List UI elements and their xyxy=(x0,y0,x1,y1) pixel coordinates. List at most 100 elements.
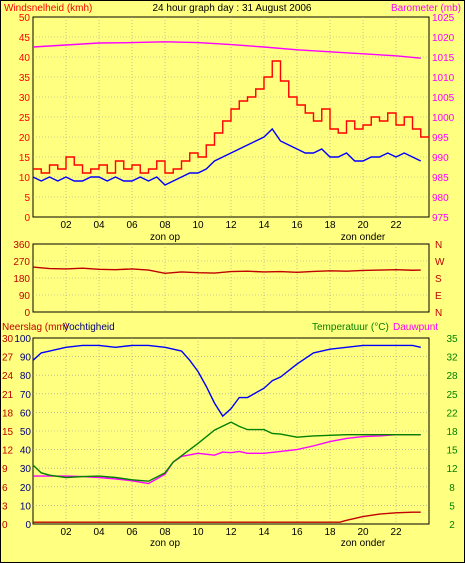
x-tick-label: 10 xyxy=(192,527,204,538)
baro-tick-label: 1000 xyxy=(432,113,455,124)
rain-tick-label: 21 xyxy=(2,390,14,401)
compass-tick-label: S xyxy=(435,274,442,285)
humidity-line xyxy=(32,344,421,418)
temp-tick-label: 35 xyxy=(446,334,458,345)
baro-tick-label: 1015 xyxy=(432,53,455,64)
x-tick-label: 12 xyxy=(225,220,237,231)
humidity-tick-label: 50 xyxy=(20,427,32,438)
humidity-tick-label: 0 xyxy=(25,520,31,531)
rain-tick-label: 12 xyxy=(2,446,14,457)
temp-tick-label: 25 xyxy=(446,390,458,401)
rain-tick-label: 18 xyxy=(2,408,14,419)
temperature-line xyxy=(32,421,421,482)
temp-tick-label: 18 xyxy=(446,427,458,438)
barometer-line xyxy=(32,41,421,59)
rain-tick-label: 3 xyxy=(2,501,8,512)
temp-tick-label: 2 xyxy=(449,520,455,531)
humidity-tick-label: 100 xyxy=(14,334,31,345)
rain-line xyxy=(33,511,421,523)
temp-tick-label: 32 xyxy=(446,353,458,364)
wind-tick-label: 5 xyxy=(24,193,30,204)
dewpoint-axis-label: Dauwpunt xyxy=(393,322,438,333)
wind-tick-label: 0 xyxy=(24,213,30,224)
x-tick-label: 14 xyxy=(258,527,270,538)
wind-tick-label: 30 xyxy=(19,93,31,104)
temp-tick-label: 28 xyxy=(446,371,458,382)
rain-tick-label: 9 xyxy=(2,464,8,475)
x-tick-label: 18 xyxy=(324,220,336,231)
humidity-axis-label: Vochtigheid xyxy=(63,322,115,333)
direction-tick-label: 360 xyxy=(13,240,30,251)
x-tick-label: 02 xyxy=(60,527,72,538)
x-tick-label: 18 xyxy=(324,527,336,538)
x-tick-label: 06 xyxy=(126,220,138,231)
temp-tick-label: 15 xyxy=(446,446,458,457)
rain-axis-label: Neerslag (mm) xyxy=(2,322,68,333)
wind-tick-label: 40 xyxy=(19,53,31,64)
baro-tick-label: 1005 xyxy=(432,93,455,104)
dewpoint-line xyxy=(33,434,421,485)
baro-tick-label: 1010 xyxy=(432,73,455,84)
temp-tick-label: 8 xyxy=(449,483,455,494)
rain-tick-label: 6 xyxy=(2,483,8,494)
baro-tick-label: 995 xyxy=(432,133,449,144)
rain-tick-label: 15 xyxy=(2,427,14,438)
wind-axis-label: Windsnelheid (kmh) xyxy=(4,3,92,14)
humidity-tick-label: 80 xyxy=(20,371,32,382)
rain-tick-label: 0 xyxy=(2,520,8,531)
annotation-sunset: zon onder xyxy=(341,538,386,549)
wind-tick-label: 10 xyxy=(19,173,31,184)
baro-tick-label: 990 xyxy=(432,153,449,164)
chart-title: 24 hour graph day : 31 August 2006 xyxy=(152,3,311,14)
wind-tick-label: 20 xyxy=(19,133,31,144)
x-tick-label: 16 xyxy=(291,220,303,231)
humidity-tick-label: 60 xyxy=(20,408,32,419)
humidity-tick-label: 10 xyxy=(20,501,32,512)
x-tick-label: 04 xyxy=(93,220,105,231)
x-tick-label: 20 xyxy=(357,220,369,231)
x-tick-label: 04 xyxy=(93,527,105,538)
baro-tick-label: 985 xyxy=(432,173,449,184)
temp-tick-label: 22 xyxy=(446,408,458,419)
x-tick-label: 16 xyxy=(291,527,303,538)
wind-tick-label: 15 xyxy=(19,153,31,164)
baro-tick-label: 1025 xyxy=(432,13,455,24)
humidity-tick-label: 70 xyxy=(20,390,32,401)
humidity-tick-label: 20 xyxy=(20,483,32,494)
compass-tick-label: W xyxy=(435,257,445,268)
temp-tick-label: 5 xyxy=(449,501,455,512)
baro-tick-label: 980 xyxy=(432,193,449,204)
x-tick-label: 02 xyxy=(60,220,72,231)
wind-avg-line xyxy=(32,127,422,186)
direction-line xyxy=(32,266,421,274)
temp-axis-label: Temperatuur (°C) xyxy=(312,322,389,333)
x-tick-label: 12 xyxy=(225,527,237,538)
x-tick-label: 20 xyxy=(357,527,369,538)
annotation-sunrise: zon op xyxy=(150,538,180,549)
direction-tick-label: 90 xyxy=(19,291,31,302)
temp-tick-label: 12 xyxy=(446,464,458,475)
rain-hum-temp-panel: 0369121518212427300102030405060708090100… xyxy=(2,322,458,549)
direction-tick-label: 0 xyxy=(24,308,30,319)
baro-axis-label: Barometer (mb) xyxy=(391,3,461,14)
wind-tick-label: 35 xyxy=(19,73,31,84)
rain-tick-label: 27 xyxy=(2,353,14,364)
wind-tick-label: 50 xyxy=(19,13,31,24)
rain-tick-label: 24 xyxy=(2,371,14,382)
x-tick-label: 10 xyxy=(192,220,204,231)
annotation-sunset: zon onder xyxy=(341,232,386,243)
baro-tick-label: 975 xyxy=(432,213,449,224)
compass-tick-label: N xyxy=(435,240,442,251)
x-tick-label: 22 xyxy=(390,527,402,538)
rain-tick-label: 30 xyxy=(2,334,14,345)
humidity-tick-label: 30 xyxy=(20,464,32,475)
baro-tick-label: 1020 xyxy=(432,33,455,44)
humidity-tick-label: 40 xyxy=(20,446,32,457)
x-tick-label: 06 xyxy=(126,527,138,538)
direction-tick-label: 180 xyxy=(13,274,30,285)
wind-tick-label: 25 xyxy=(19,113,31,124)
